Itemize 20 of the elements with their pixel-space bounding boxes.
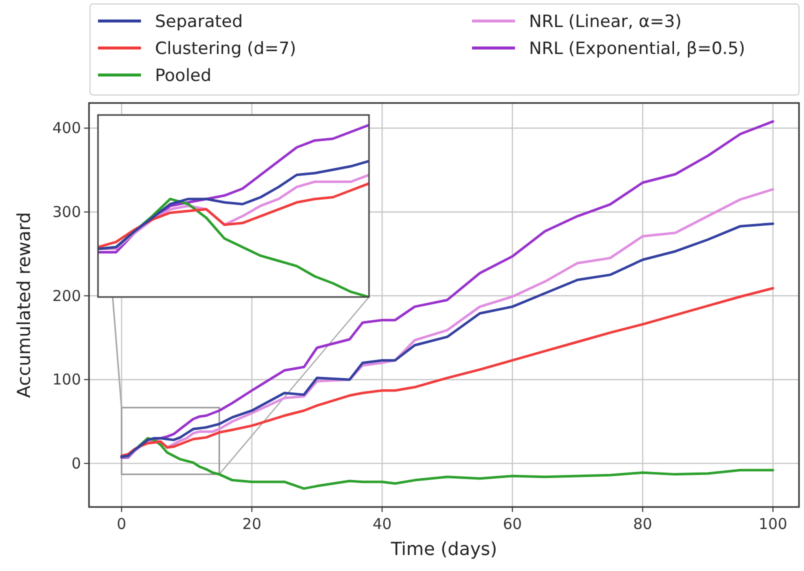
x-tick-label: 80 bbox=[633, 515, 652, 533]
x-tick-label: 0 bbox=[116, 515, 126, 533]
y-tick-label: 100 bbox=[52, 370, 81, 389]
legend-label: NRL (Exponential, β=0.5) bbox=[529, 39, 746, 59]
x-tick-label: 40 bbox=[372, 515, 392, 533]
x-tick-label: 60 bbox=[502, 515, 522, 533]
x-tick-label: 20 bbox=[242, 515, 262, 533]
legend-label: NRL (Linear, α=3) bbox=[529, 12, 682, 32]
y-tick-label: 400 bbox=[52, 119, 81, 138]
x-axis-title: Time (days) bbox=[390, 539, 498, 560]
y-axis-title: Accumulated reward bbox=[14, 212, 35, 398]
legend-label: Separated bbox=[155, 12, 243, 32]
y-tick-label: 0 bbox=[71, 454, 81, 472]
y-tick-label: 200 bbox=[52, 286, 81, 305]
line-series bbox=[120, 286, 774, 458]
legend-label: Pooled bbox=[155, 66, 212, 86]
y-tick-label: 300 bbox=[52, 202, 81, 221]
line-series bbox=[120, 120, 774, 459]
legend-label: Clustering (d=7) bbox=[155, 39, 296, 59]
x-tick-label: 100 bbox=[758, 515, 788, 533]
